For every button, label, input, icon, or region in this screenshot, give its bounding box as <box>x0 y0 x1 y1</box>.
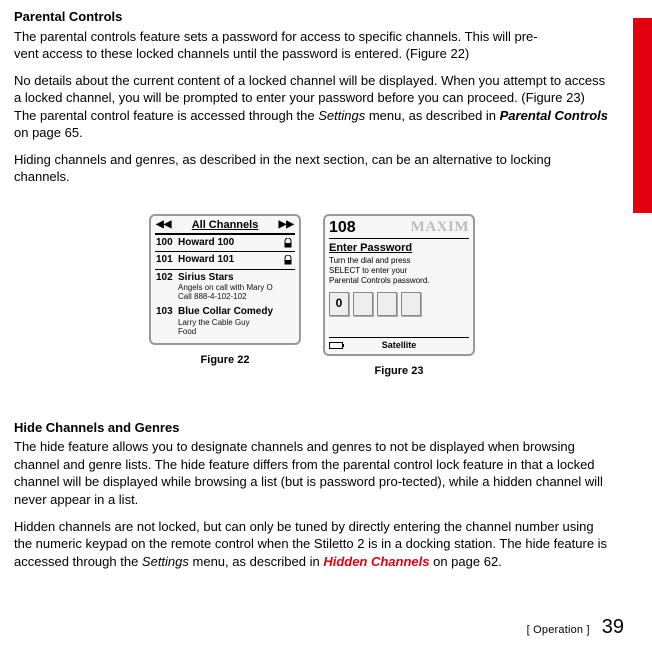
battery-icon <box>329 342 343 349</box>
channel-name: Blue Collar Comedy <box>178 306 273 317</box>
figure-22: ◀◀ All Channels ▶▶ 100Howard 100 101Howa… <box>149 214 301 379</box>
paragraph: No details about the current content of … <box>14 72 610 142</box>
section-heading-parental: Parental Controls <box>14 8 610 26</box>
edge-tab <box>633 18 652 213</box>
channel-subtext: Food <box>178 327 294 336</box>
text: Hiding channels and genres, as described… <box>14 152 551 185</box>
device-bottom-bar: Satellite <box>329 337 469 350</box>
channel-row: 102Sirius Stars Angels on call with Mary… <box>155 270 295 305</box>
prompt-text: Turn the dial and press <box>329 256 469 265</box>
channel-number: 102 <box>156 272 178 284</box>
figure-23: 108 MAXIM Enter Password Turn the dial a… <box>323 214 475 379</box>
device-screen-22: ◀◀ All Channels ▶▶ 100Howard 100 101Howa… <box>149 214 301 345</box>
channel-subtext: Angels on call with Mary O <box>178 283 294 292</box>
text: on page 65. <box>14 125 83 140</box>
device-top-row: 108 MAXIM <box>329 219 469 239</box>
arrow-left-icon: ◀◀ <box>156 220 171 230</box>
channel-subtext: Call 888-4-102-102 <box>178 292 294 301</box>
paragraph: The parental controls feature sets a pas… <box>14 28 610 63</box>
list-title: All Channels <box>192 219 259 232</box>
current-channel: 108 <box>329 219 356 237</box>
page-footer: [ Operation ] 39 <box>527 614 624 641</box>
settings-ref: Settings <box>142 554 189 569</box>
paragraph: The hide feature allows you to designate… <box>14 438 610 508</box>
channel-name: Howard 101 <box>178 254 234 265</box>
channel-row: 103Blue Collar Comedy Larry the Cable Gu… <box>155 304 295 339</box>
prompt-title: Enter Password <box>329 242 469 255</box>
channel-name: Howard 100 <box>178 237 234 248</box>
text: menu, as described in <box>189 554 323 569</box>
channel-subtext: Larry the Cable Guy <box>178 318 294 327</box>
paragraph: Hidden channels are not locked, but can … <box>14 518 610 571</box>
page-body: Parental Controls The parental controls … <box>0 0 632 570</box>
channel-name: Sirius Stars <box>178 272 234 283</box>
digit-box <box>377 292 397 316</box>
list-header: ◀◀ All Channels ▶▶ <box>155 219 295 235</box>
figure-caption: Figure 22 <box>201 353 250 368</box>
page-number: 39 <box>602 614 624 641</box>
figures-row: ◀◀ All Channels ▶▶ 100Howard 100 101Howa… <box>14 214 610 379</box>
prompt-text: Parental Controls password. <box>329 276 469 285</box>
text: The parental controls feature sets a pas… <box>14 29 538 44</box>
channel-row: 100Howard 100 <box>155 235 295 253</box>
footer-section-label: [ Operation ] <box>527 623 590 638</box>
section-heading-hide: Hide Channels and Genres <box>14 419 610 437</box>
digit-box: 0 <box>329 292 349 316</box>
mode-label: Satellite <box>382 340 417 350</box>
figure-caption: Figure 23 <box>375 364 424 379</box>
digit-box <box>401 292 421 316</box>
channel-number: 100 <box>156 237 178 249</box>
channel-number: 103 <box>156 306 178 318</box>
paragraph: Hiding channels and genres, as described… <box>14 151 610 186</box>
prompt-text: SELECT to enter your <box>329 266 469 275</box>
text: vent access to these locked channels unt… <box>14 46 469 61</box>
lock-icon <box>283 255 293 265</box>
xref-hidden-channels: Hidden Channels <box>323 554 429 569</box>
settings-ref: Settings <box>318 108 365 123</box>
lock-icon <box>283 238 293 248</box>
brand-logo: MAXIM <box>411 219 469 236</box>
password-digits: 0 <box>329 292 469 316</box>
channel-row: 101Howard 101 <box>155 252 295 270</box>
text: menu, as described in <box>365 108 499 123</box>
xref-parental-controls: Parental Controls <box>500 108 608 123</box>
text: on page 62. <box>430 554 502 569</box>
digit-box <box>353 292 373 316</box>
device-screen-23: 108 MAXIM Enter Password Turn the dial a… <box>323 214 475 356</box>
channel-number: 101 <box>156 254 178 266</box>
arrow-right-icon: ▶▶ <box>279 220 294 230</box>
text: The hide feature allows you to designate… <box>14 439 603 507</box>
